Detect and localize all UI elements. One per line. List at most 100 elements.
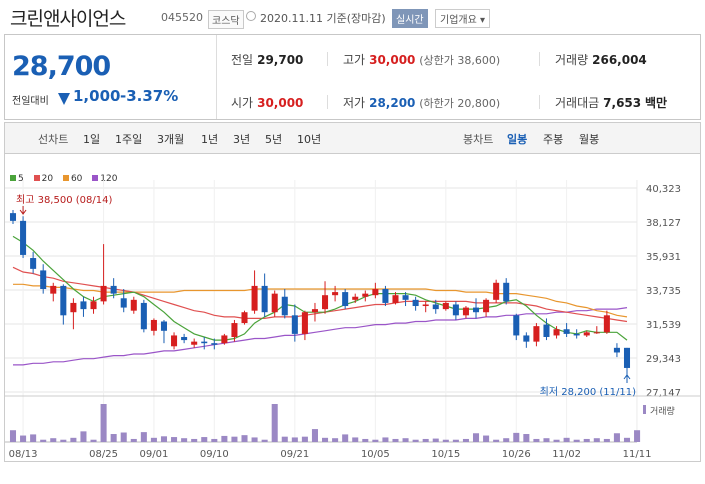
volume-bar (271, 404, 278, 442)
compare-label: 전일대비 (12, 96, 49, 107)
candle-body (332, 292, 339, 296)
candle-body (150, 319, 157, 331)
x-tick-label: 09/10 (200, 449, 229, 460)
volume-bar (634, 430, 641, 442)
volume-bar (261, 439, 268, 442)
volume-bar (301, 436, 308, 442)
candle-body (100, 285, 107, 302)
volume-bar (563, 437, 570, 442)
x-tick-label: 09/21 (280, 449, 309, 460)
chart-toolbar: 선차트 1일 1주일 3개월 1년 3년 5년 10년 봉차트 일봉 주봉 월봉 (4, 122, 701, 154)
stock-code: 045520 (161, 11, 203, 24)
candle-body (462, 307, 469, 316)
x-tick-label: 11/02 (552, 449, 581, 460)
clock-icon (246, 11, 256, 21)
volume-bar (493, 439, 500, 442)
x-tick-label: 10/26 (502, 449, 531, 460)
candle-body (422, 304, 429, 307)
candle-body (483, 299, 490, 313)
volume-bar (432, 438, 439, 442)
volume-bar (553, 439, 560, 442)
line-chart-label[interactable]: 선차트 (38, 133, 69, 146)
price-summary: 28,700 전일대비 1,000 -3.37% (5, 35, 217, 119)
x-tick-label: 10/15 (431, 449, 460, 460)
volume-bar (322, 437, 329, 442)
candle-body (60, 285, 67, 316)
volume-bar (623, 437, 631, 442)
candle-body (221, 335, 228, 344)
period-10y[interactable]: 10년 (297, 133, 322, 146)
volume-bar (402, 438, 409, 442)
volume-cell: 거래량 266,004 (555, 53, 647, 67)
volume-bar (171, 437, 178, 442)
volume-bar (231, 436, 238, 442)
candle-body (281, 296, 288, 316)
volume-bar (60, 439, 67, 442)
y-tick-label: 38,127 (646, 218, 681, 229)
candle-body (181, 336, 188, 341)
volume-bar (362, 438, 369, 442)
candle-body (513, 315, 520, 336)
divider (539, 95, 540, 109)
volume-bar (291, 437, 298, 442)
candle-body (583, 332, 590, 336)
candle-body (291, 315, 298, 334)
volume-bar (211, 438, 218, 442)
volume-bar (90, 439, 97, 442)
period-3y[interactable]: 3년 (233, 133, 251, 146)
candle-body (543, 324, 550, 337)
candle-body (623, 347, 631, 368)
volume-bar (70, 437, 77, 442)
day-high: 고가 30,000 (상한가 38,600) (343, 53, 501, 67)
period-3m[interactable]: 3개월 (157, 133, 185, 146)
volume-bar (352, 437, 359, 442)
candle-daily-tab[interactable]: 일봉 (507, 133, 528, 146)
high-arrow (19, 206, 27, 215)
volume-bar (392, 438, 399, 442)
chart-frame (4, 154, 701, 462)
candle-monthly-tab[interactable]: 월봉 (579, 133, 600, 146)
period-1y[interactable]: 1년 (201, 133, 219, 146)
volume-bar (140, 432, 147, 442)
company-info-dropdown[interactable]: 기업개요 ▾ (435, 9, 490, 28)
candle-body (432, 304, 439, 310)
candle-body (191, 341, 198, 345)
volume-bar (9, 430, 17, 442)
candle-weekly-tab[interactable]: 주봉 (543, 133, 564, 146)
period-1w[interactable]: 1주일 (115, 133, 143, 146)
period-5y[interactable]: 5년 (265, 133, 283, 146)
candle-body (160, 321, 168, 331)
candle-body (402, 295, 409, 300)
ma5-line (12, 235, 628, 341)
ma-legend: 5 20 60 120 (10, 174, 124, 184)
period-1d[interactable]: 1일 (83, 133, 101, 146)
divider (327, 95, 328, 109)
candle-body (110, 285, 117, 294)
candle-body (503, 282, 510, 302)
volume-bar (120, 432, 127, 442)
volume-bar (422, 438, 429, 442)
volume-bar (20, 435, 27, 442)
y-tick-label: 33,735 (646, 286, 681, 297)
volume-bar (382, 437, 389, 442)
volume-bar (221, 435, 228, 442)
volume-bar (181, 438, 188, 442)
realtime-button[interactable]: 실시간 (392, 9, 428, 28)
volume-bar (583, 438, 590, 442)
volume-bar (442, 439, 449, 442)
current-price: 28,700 (12, 51, 111, 82)
volume-bar (201, 437, 208, 442)
candle-body (322, 295, 329, 310)
volume-bar (412, 439, 419, 442)
x-tick-label: 08/25 (89, 449, 118, 460)
candle-body (613, 347, 620, 353)
candle-body (452, 304, 459, 316)
y-tick-label: 35,931 (646, 252, 681, 263)
candle-chart-label: 봉차트 (463, 133, 494, 146)
candle-body (201, 341, 208, 344)
y-tick-label: 31,539 (646, 320, 681, 331)
y-tick-label: 29,343 (646, 354, 681, 365)
volume-bar (50, 438, 57, 442)
volume-bar (573, 439, 580, 442)
